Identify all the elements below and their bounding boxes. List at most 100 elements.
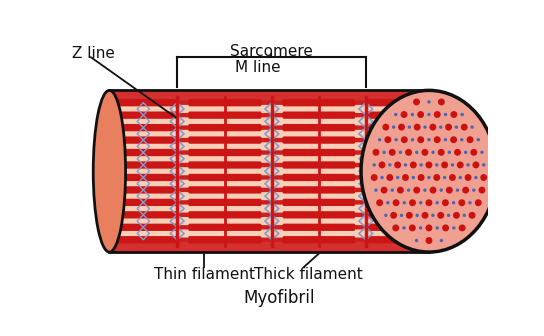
Circle shape bbox=[441, 162, 448, 168]
FancyBboxPatch shape bbox=[366, 186, 429, 194]
Circle shape bbox=[438, 149, 444, 156]
Circle shape bbox=[374, 188, 378, 192]
Circle shape bbox=[400, 111, 407, 118]
Circle shape bbox=[419, 201, 423, 204]
Circle shape bbox=[398, 124, 405, 131]
FancyBboxPatch shape bbox=[188, 112, 262, 119]
FancyBboxPatch shape bbox=[366, 174, 429, 181]
FancyBboxPatch shape bbox=[251, 238, 271, 242]
Circle shape bbox=[440, 239, 443, 242]
Circle shape bbox=[427, 176, 431, 179]
FancyBboxPatch shape bbox=[345, 188, 365, 192]
Circle shape bbox=[465, 174, 472, 181]
FancyBboxPatch shape bbox=[366, 99, 429, 107]
Circle shape bbox=[444, 138, 447, 141]
Circle shape bbox=[406, 212, 413, 219]
Circle shape bbox=[416, 214, 419, 217]
Circle shape bbox=[447, 214, 450, 217]
Circle shape bbox=[394, 138, 398, 141]
Circle shape bbox=[439, 125, 442, 129]
FancyBboxPatch shape bbox=[251, 138, 271, 142]
FancyBboxPatch shape bbox=[273, 150, 293, 155]
Circle shape bbox=[396, 176, 399, 179]
FancyBboxPatch shape bbox=[282, 112, 355, 119]
FancyBboxPatch shape bbox=[282, 136, 355, 144]
FancyBboxPatch shape bbox=[273, 163, 293, 167]
Circle shape bbox=[400, 214, 403, 217]
FancyBboxPatch shape bbox=[178, 225, 199, 229]
FancyBboxPatch shape bbox=[366, 112, 429, 119]
Circle shape bbox=[459, 224, 466, 232]
Circle shape bbox=[452, 201, 455, 204]
Ellipse shape bbox=[361, 90, 497, 252]
Circle shape bbox=[427, 113, 431, 116]
Circle shape bbox=[385, 136, 391, 143]
FancyBboxPatch shape bbox=[178, 100, 199, 105]
FancyBboxPatch shape bbox=[282, 124, 355, 131]
FancyBboxPatch shape bbox=[178, 150, 199, 155]
Circle shape bbox=[413, 98, 420, 106]
Text: M line: M line bbox=[235, 60, 281, 75]
Circle shape bbox=[411, 138, 414, 141]
Circle shape bbox=[402, 174, 409, 181]
Circle shape bbox=[422, 149, 428, 156]
FancyBboxPatch shape bbox=[282, 149, 355, 156]
FancyBboxPatch shape bbox=[282, 224, 355, 231]
Circle shape bbox=[427, 100, 431, 103]
Circle shape bbox=[457, 162, 463, 168]
FancyBboxPatch shape bbox=[178, 163, 199, 167]
Circle shape bbox=[392, 224, 399, 232]
Circle shape bbox=[386, 201, 390, 204]
Circle shape bbox=[382, 124, 390, 131]
Circle shape bbox=[464, 151, 467, 154]
Circle shape bbox=[409, 224, 416, 232]
FancyBboxPatch shape bbox=[366, 211, 429, 218]
Circle shape bbox=[430, 187, 436, 194]
Circle shape bbox=[403, 201, 406, 204]
FancyBboxPatch shape bbox=[273, 125, 293, 130]
Circle shape bbox=[405, 149, 412, 156]
Circle shape bbox=[413, 187, 420, 194]
Circle shape bbox=[410, 162, 417, 168]
FancyBboxPatch shape bbox=[282, 99, 355, 107]
Circle shape bbox=[452, 226, 455, 229]
FancyBboxPatch shape bbox=[282, 174, 355, 181]
FancyBboxPatch shape bbox=[345, 175, 365, 180]
FancyBboxPatch shape bbox=[188, 161, 262, 169]
FancyBboxPatch shape bbox=[251, 125, 271, 130]
FancyBboxPatch shape bbox=[251, 225, 271, 229]
Circle shape bbox=[446, 187, 453, 194]
FancyBboxPatch shape bbox=[178, 138, 199, 142]
Circle shape bbox=[477, 138, 480, 141]
FancyBboxPatch shape bbox=[188, 224, 262, 231]
Circle shape bbox=[392, 125, 395, 129]
Circle shape bbox=[407, 125, 411, 129]
FancyBboxPatch shape bbox=[345, 238, 365, 242]
FancyBboxPatch shape bbox=[109, 186, 177, 194]
Circle shape bbox=[466, 163, 470, 167]
Circle shape bbox=[438, 98, 445, 106]
Circle shape bbox=[419, 226, 422, 229]
Circle shape bbox=[411, 113, 414, 116]
FancyBboxPatch shape bbox=[366, 224, 429, 231]
Circle shape bbox=[425, 199, 432, 206]
Circle shape bbox=[480, 174, 487, 181]
FancyBboxPatch shape bbox=[178, 175, 199, 180]
FancyBboxPatch shape bbox=[109, 236, 177, 243]
Circle shape bbox=[414, 124, 421, 131]
Circle shape bbox=[370, 174, 378, 181]
FancyBboxPatch shape bbox=[251, 175, 271, 180]
FancyBboxPatch shape bbox=[366, 149, 429, 156]
Circle shape bbox=[467, 136, 473, 143]
FancyBboxPatch shape bbox=[366, 124, 429, 131]
FancyBboxPatch shape bbox=[345, 200, 365, 205]
FancyBboxPatch shape bbox=[178, 125, 199, 130]
FancyBboxPatch shape bbox=[251, 200, 271, 205]
FancyBboxPatch shape bbox=[366, 161, 429, 169]
FancyBboxPatch shape bbox=[273, 238, 293, 242]
Circle shape bbox=[407, 188, 410, 192]
FancyBboxPatch shape bbox=[345, 213, 365, 217]
FancyBboxPatch shape bbox=[273, 100, 293, 105]
Circle shape bbox=[403, 226, 406, 229]
Circle shape bbox=[472, 188, 475, 192]
